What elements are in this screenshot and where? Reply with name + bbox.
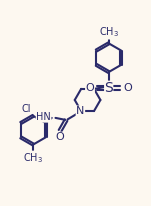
- Text: Cl: Cl: [21, 104, 31, 114]
- Text: CH$_3$: CH$_3$: [99, 25, 119, 39]
- Text: O: O: [86, 83, 94, 93]
- Text: HN: HN: [36, 112, 51, 122]
- Text: N: N: [76, 106, 85, 116]
- Text: S: S: [104, 81, 113, 95]
- Text: O: O: [123, 83, 132, 93]
- Text: CH$_3$: CH$_3$: [23, 151, 43, 165]
- Text: O: O: [55, 132, 64, 142]
